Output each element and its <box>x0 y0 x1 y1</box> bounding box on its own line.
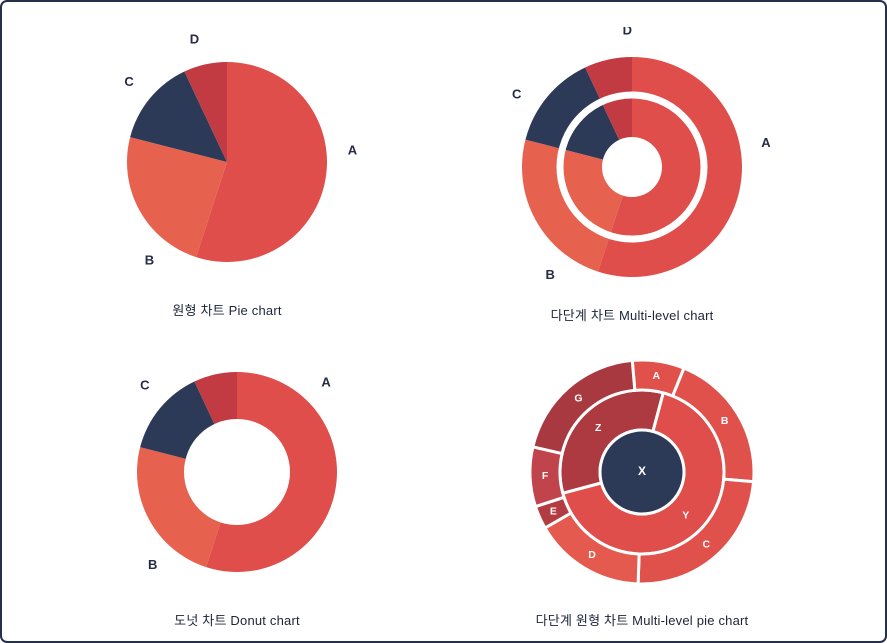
donut-chart-graphic: A B C <box>136 372 337 572</box>
segment-A <box>598 57 742 277</box>
segment-label-B: B <box>148 557 157 572</box>
pie-chart-graphic: A B C D <box>124 32 358 268</box>
outer-label-A: A <box>653 370 661 382</box>
segment-label-C: C <box>140 378 150 393</box>
outer-segment-G <box>531 358 637 456</box>
segment-label-B: B <box>546 267 555 282</box>
donut-hole <box>184 419 290 525</box>
outer-label-C: C <box>703 538 711 550</box>
pie-chart-caption: 원형 차트 Pie chart <box>172 303 282 318</box>
center-circle <box>598 428 686 516</box>
segment-B <box>126 137 227 258</box>
multi-level-chart-graphic: A B C D <box>512 27 771 282</box>
multi-level-pie-chart-graphic: X Y Z A B C D E F G <box>528 358 756 586</box>
segment-label-A: A <box>761 135 771 150</box>
multi-level-chart-figure: A B C D 다단계 차트 Multi-level chart <box>472 27 792 323</box>
center-label: X <box>638 464 646 478</box>
pie-chart-figure: A B C D 원형 차트 Pie chart <box>67 22 387 318</box>
segment-C <box>130 71 227 162</box>
outer-label-E: E <box>550 505 557 517</box>
segment-label-D: D <box>190 32 199 47</box>
segment-A <box>196 62 327 262</box>
outer-label-F: F <box>542 470 549 482</box>
segment-label-D: D <box>623 27 632 38</box>
outer-label-B: B <box>721 415 729 427</box>
multi-level-pie-chart-caption: 다단계 원형 차트 Multi-level pie chart <box>535 613 749 628</box>
middle-label-Z: Z <box>595 422 602 434</box>
donut-chart-figure: A B C 도넛 차트 Donut chart <box>77 332 397 628</box>
outer-label-G: G <box>574 393 582 405</box>
outer-label-D: D <box>588 549 596 561</box>
segment-label-A: A <box>348 142 358 157</box>
level-divider-ring <box>556 91 708 243</box>
segment-label-C: C <box>512 86 522 101</box>
center-hole <box>602 137 662 197</box>
segment-label-B: B <box>145 253 154 268</box>
segment-label-C: C <box>124 74 134 89</box>
segment-D <box>184 62 227 162</box>
multi-level-chart-caption: 다단계 차트 Multi-level chart <box>550 308 714 323</box>
segment-label-A: A <box>321 374 331 389</box>
donut-chart-caption: 도넛 차트 Donut chart <box>174 613 300 628</box>
multi-level-pie-chart-figure: X Y Z A B C D E F G 다단계 원형 차트 Multi-level pie cha… <box>482 332 802 628</box>
middle-label-Y: Y <box>682 510 689 522</box>
